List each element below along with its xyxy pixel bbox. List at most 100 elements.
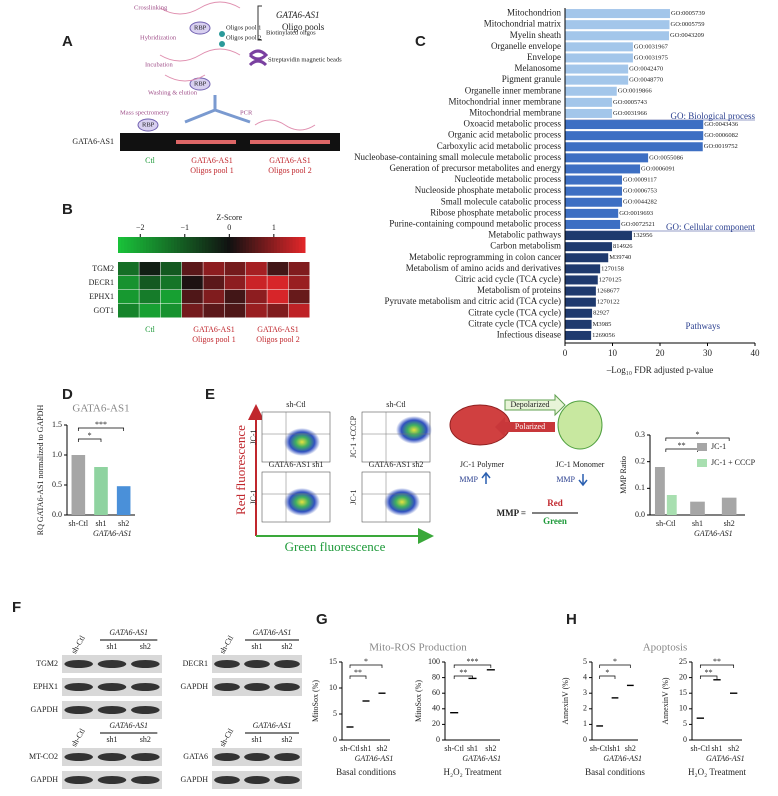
heatmap-cell bbox=[139, 262, 161, 276]
colorbar-step bbox=[255, 237, 259, 253]
bar bbox=[666, 495, 677, 515]
heatmap-cell bbox=[203, 262, 225, 276]
y-tick-label: 0.0 bbox=[635, 510, 645, 519]
plot-ylabel: JC-1 +CCCP bbox=[349, 415, 358, 458]
mmp-label: MMP bbox=[556, 475, 575, 484]
bar-label: Mitochondrial membrane bbox=[469, 108, 561, 118]
y-axis-label: RQ GATA6-AS1 normalized to GAPDH bbox=[36, 405, 45, 536]
blot-row-label: GAPDH bbox=[30, 705, 58, 714]
colorbar-step bbox=[258, 237, 262, 253]
heatmap-cell bbox=[246, 304, 267, 318]
x-axis-label: H₂O₂ Treatment bbox=[688, 767, 747, 777]
bar bbox=[565, 153, 649, 163]
heatmap-cell bbox=[246, 276, 267, 290]
heatmap-cell bbox=[139, 290, 161, 304]
schematic bbox=[137, 1, 316, 132]
colorbar-step bbox=[230, 237, 234, 253]
pools-title: Oligo pools bbox=[282, 22, 325, 32]
bar-label: Pigment granule bbox=[502, 74, 561, 84]
bar-label: Carbon metabolism bbox=[490, 241, 561, 251]
heatmap-cell bbox=[203, 290, 225, 304]
lane-label: sh-Ctl bbox=[69, 633, 87, 655]
colorbar-step bbox=[286, 237, 290, 253]
panel-letter: B bbox=[62, 201, 73, 218]
bar-label: Nucleobase-containing small molecule met… bbox=[354, 152, 561, 162]
y-tick-label: 0.3 bbox=[635, 430, 645, 439]
heatmap-cell bbox=[182, 290, 203, 304]
bar bbox=[565, 242, 613, 252]
x-tick-label: 10 bbox=[608, 348, 618, 358]
lane-label: sh1 bbox=[106, 735, 117, 744]
blot-band bbox=[97, 683, 127, 691]
x-tick-label: sh-Ctl bbox=[691, 744, 711, 753]
flow-cloud bbox=[284, 428, 320, 456]
bar-id: GO:0006753 bbox=[623, 188, 657, 195]
colorbar-step bbox=[127, 237, 131, 253]
bar-label: Small molecule catabolic process bbox=[441, 196, 562, 206]
y-tick-label: 1.5 bbox=[52, 420, 62, 429]
y-tick-label: 0 bbox=[683, 735, 687, 744]
bar bbox=[116, 486, 131, 515]
colorbar-step bbox=[139, 237, 144, 253]
flow-cloud bbox=[396, 416, 432, 444]
sig-bracket bbox=[453, 664, 492, 668]
group-heading: Pathways bbox=[686, 321, 721, 331]
colorbar-tick-label: −2 bbox=[136, 223, 145, 232]
colorbar-step bbox=[245, 237, 250, 253]
heatmap-cell bbox=[118, 304, 139, 318]
bar-id: GO:0048770 bbox=[629, 77, 663, 84]
y-tick-label: 25 bbox=[679, 657, 687, 666]
blot-band bbox=[131, 753, 160, 761]
colorbar-step bbox=[205, 237, 209, 253]
blot-band bbox=[64, 660, 93, 668]
blot-band bbox=[131, 706, 160, 714]
legend-swatch bbox=[697, 443, 707, 451]
y-tick-label: 5 bbox=[583, 657, 587, 666]
sig-bracket bbox=[699, 664, 735, 668]
plot-ylabel: JC-1 bbox=[349, 489, 358, 504]
bar-label: Ribose phosphate metabolic process bbox=[430, 207, 561, 217]
x-tick-label: 0 bbox=[563, 348, 568, 358]
x-tick-label: 20 bbox=[656, 348, 666, 358]
bar-label: Myelin sheath bbox=[510, 30, 562, 40]
bar-label: Generation of precursor metabolites and … bbox=[389, 163, 561, 173]
colorbar-step bbox=[133, 237, 138, 253]
bar-id: GO:0043209 bbox=[670, 32, 704, 39]
group-label: GATA6-AS1 bbox=[253, 628, 292, 637]
x-tick-label: sh1 bbox=[360, 744, 371, 753]
colorbar-step bbox=[136, 237, 141, 253]
flow-cloud bbox=[384, 488, 420, 516]
column-group-label: Oligos pool 2 bbox=[256, 335, 300, 344]
sig-label: ** bbox=[713, 657, 721, 666]
colorbar-step bbox=[124, 237, 128, 253]
heatmap-cell bbox=[139, 304, 161, 318]
group-heading: GO: Biological process bbox=[671, 111, 756, 121]
bar bbox=[721, 497, 737, 515]
arrow bbox=[504, 393, 566, 417]
blot-band bbox=[244, 753, 270, 761]
group-label: GATA6-AS1 bbox=[109, 721, 148, 730]
heatmap-cell bbox=[160, 304, 182, 318]
blot-band bbox=[97, 753, 127, 761]
step-label: Mass spectrometry bbox=[120, 109, 170, 116]
sig-label: *** bbox=[467, 657, 479, 666]
lane-label: GATA6-AS1 bbox=[269, 156, 311, 165]
arrow bbox=[578, 474, 588, 487]
plot-title: GATA6-AS1 sh1 bbox=[269, 460, 324, 469]
bar-label: Envelope bbox=[527, 52, 561, 62]
bar-id: GO:0009117 bbox=[623, 177, 657, 184]
colorbar-step bbox=[192, 237, 197, 253]
x-tick-label: 40 bbox=[751, 348, 761, 358]
colorbar-step bbox=[118, 237, 122, 253]
heatmap-cell bbox=[267, 276, 289, 290]
bar bbox=[565, 297, 596, 307]
bar-label: Citrate cycle (TCA cycle) bbox=[468, 307, 561, 317]
y-tick-label: 0.5 bbox=[52, 480, 62, 489]
bar-id: 1270158 bbox=[601, 265, 624, 272]
lane-label: GATA6-AS1 bbox=[191, 156, 233, 165]
heatmap-cell bbox=[288, 290, 310, 304]
bar bbox=[565, 219, 621, 229]
blot-band bbox=[131, 660, 160, 668]
lane-label: sh1 bbox=[251, 642, 262, 651]
bar bbox=[565, 208, 619, 218]
